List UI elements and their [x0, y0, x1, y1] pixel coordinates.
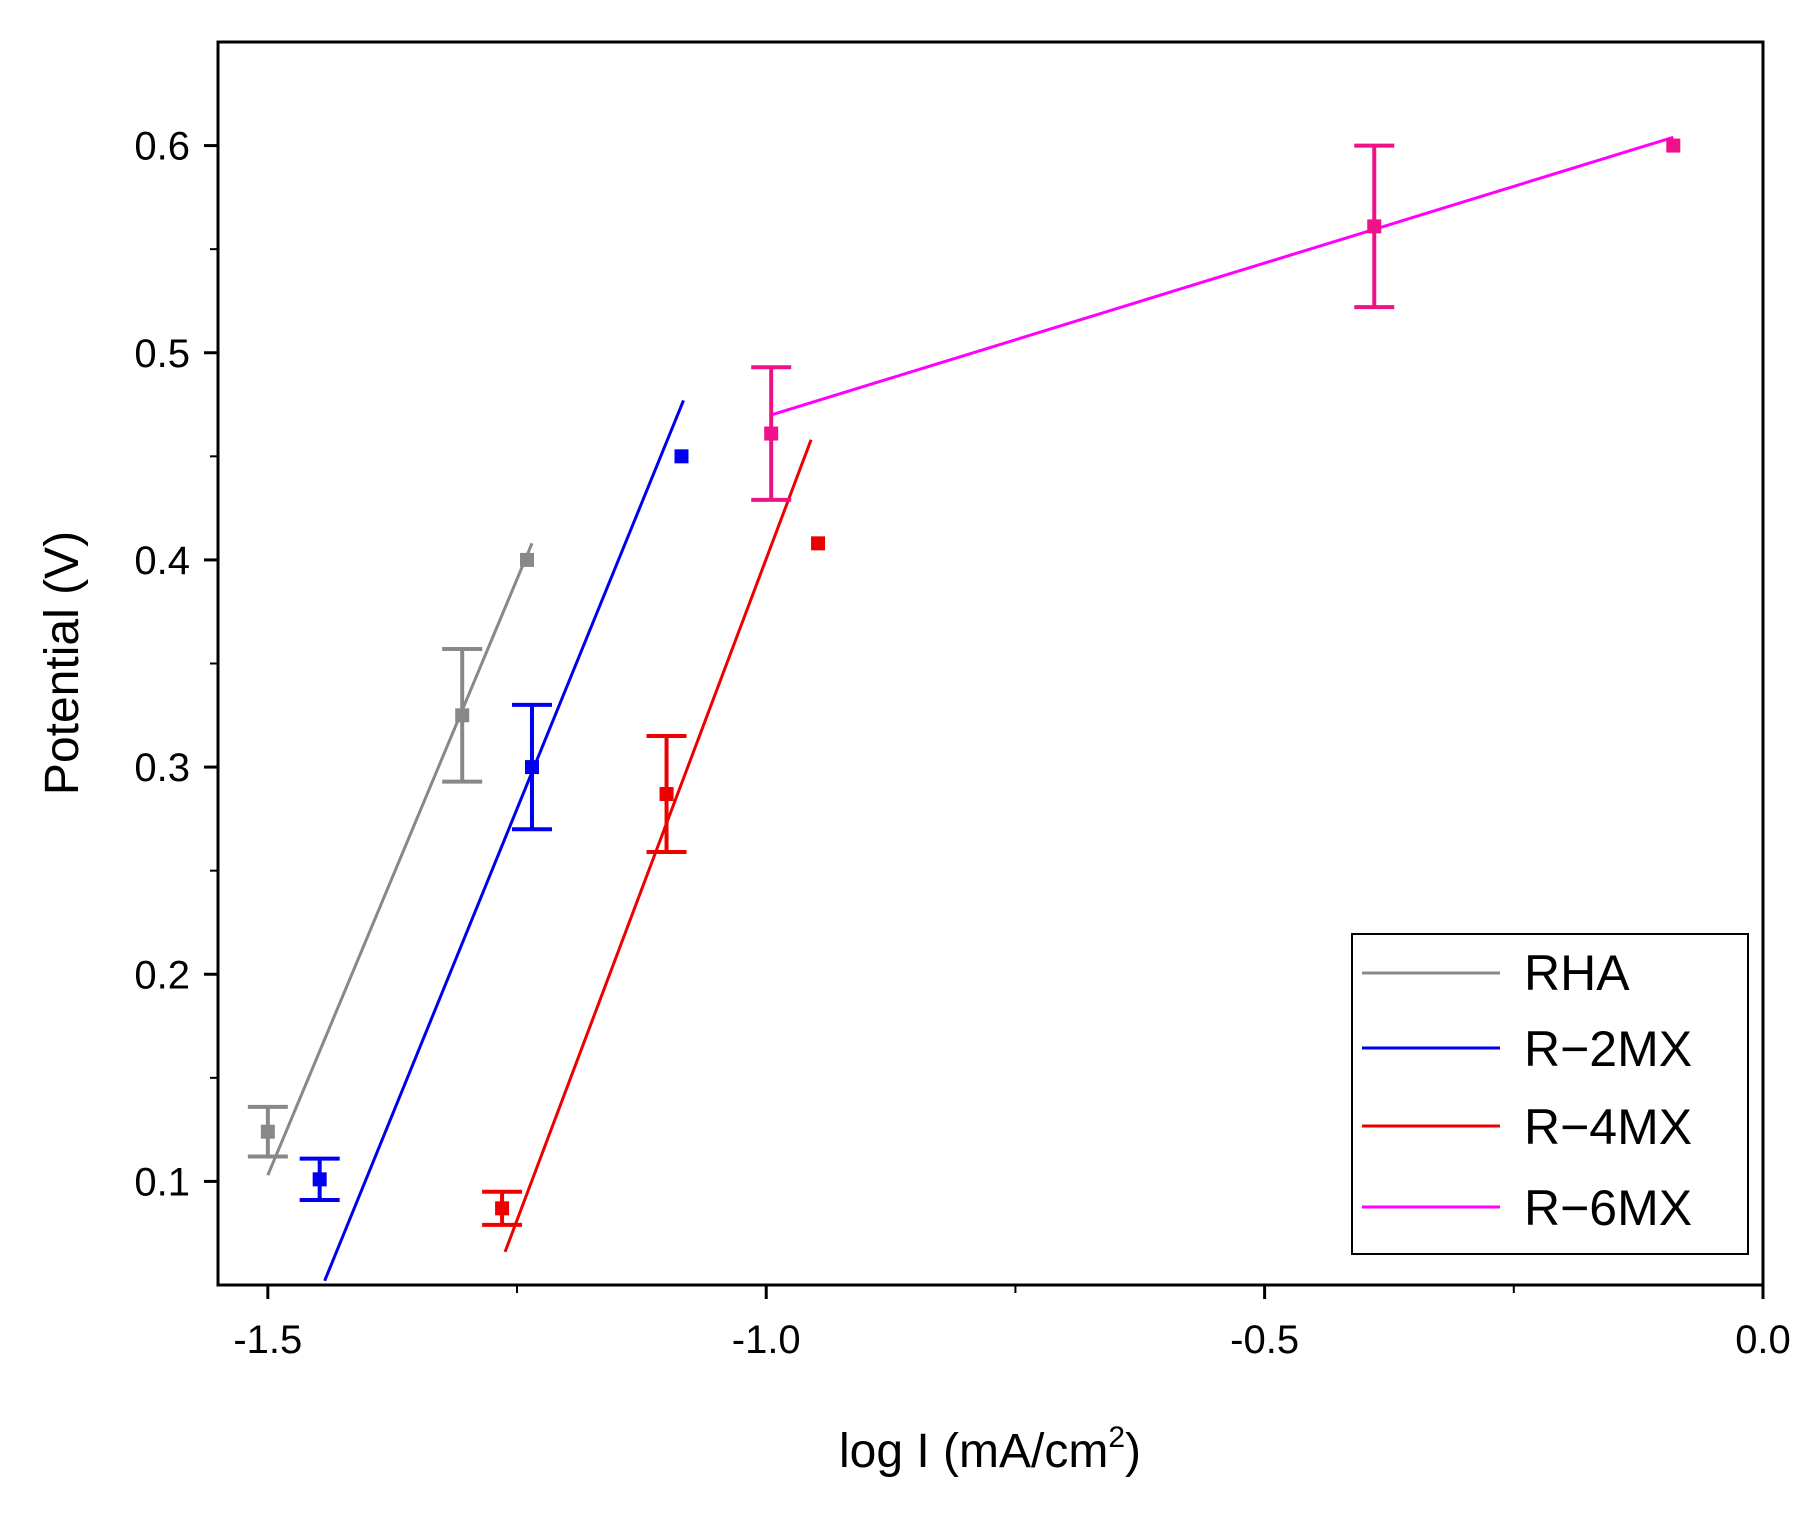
y-tick-label: 0.4 — [134, 539, 190, 583]
legend-label-rha: RHA — [1524, 945, 1630, 1001]
x-axis-title-superscript: 2 — [1108, 1421, 1125, 1454]
x-tick-label: -0.5 — [1230, 1318, 1299, 1362]
data-point-r4mx — [659, 787, 674, 802]
data-point-r2mx — [524, 760, 539, 775]
fit-line-r4mx — [503, 439, 813, 1253]
y-tick-label: 0.5 — [134, 332, 190, 376]
legend-label-r2mx: R−2MX — [1524, 1021, 1692, 1077]
data-point-r2mx — [674, 449, 689, 464]
plot-frame — [216, 40, 1765, 1287]
tick-label-layer: -1.5 -1.0 -0.5 0.0 0.1 0.2 0.3 0.4 0.5 0.6 — [134, 125, 1790, 1362]
legend-label-r6mx: R−6MX — [1524, 1180, 1692, 1236]
legend-label-r4mx: R−4MX — [1524, 1099, 1692, 1155]
data-point-layer — [247, 138, 1681, 1227]
data-point-r4mx — [495, 1201, 510, 1216]
x-tick-label: -1.5 — [233, 1318, 302, 1362]
y-tick-label: 0.1 — [134, 1160, 190, 1204]
data-point-r6mx — [764, 426, 779, 441]
y-tick-label: 0.3 — [134, 746, 190, 790]
data-point-r6mx — [1666, 138, 1681, 153]
y-tick-label: 0.2 — [134, 953, 190, 997]
data-point-r4mx — [811, 536, 826, 551]
fit-line-layer — [266, 135, 1674, 1282]
x-tick-label: 0.0 — [1735, 1318, 1791, 1362]
legend: RHA R−2MX R−4MX R−6MX — [1351, 933, 1749, 1255]
fit-line-r6mx — [770, 135, 1674, 417]
x-axis-title: log I (mA/cm2) — [839, 1421, 1141, 1478]
data-point-rha — [260, 1124, 275, 1139]
data-point-rha — [520, 552, 534, 567]
x-axis-title-close: ) — [1125, 1425, 1141, 1478]
data-point-r2mx — [312, 1172, 327, 1187]
y-tick-label: 0.6 — [134, 125, 190, 169]
fit-line-r2mx — [323, 399, 685, 1282]
fit-line-rha — [266, 542, 534, 1176]
data-point-rha — [455, 708, 470, 723]
y-axis-title: Potential (V) — [36, 531, 89, 795]
x-tick-label: -1.0 — [732, 1318, 801, 1362]
x-axis-title-main: log I (mA/cm — [839, 1425, 1108, 1478]
legend-box — [1351, 933, 1749, 1255]
data-point-r6mx — [1367, 219, 1382, 234]
